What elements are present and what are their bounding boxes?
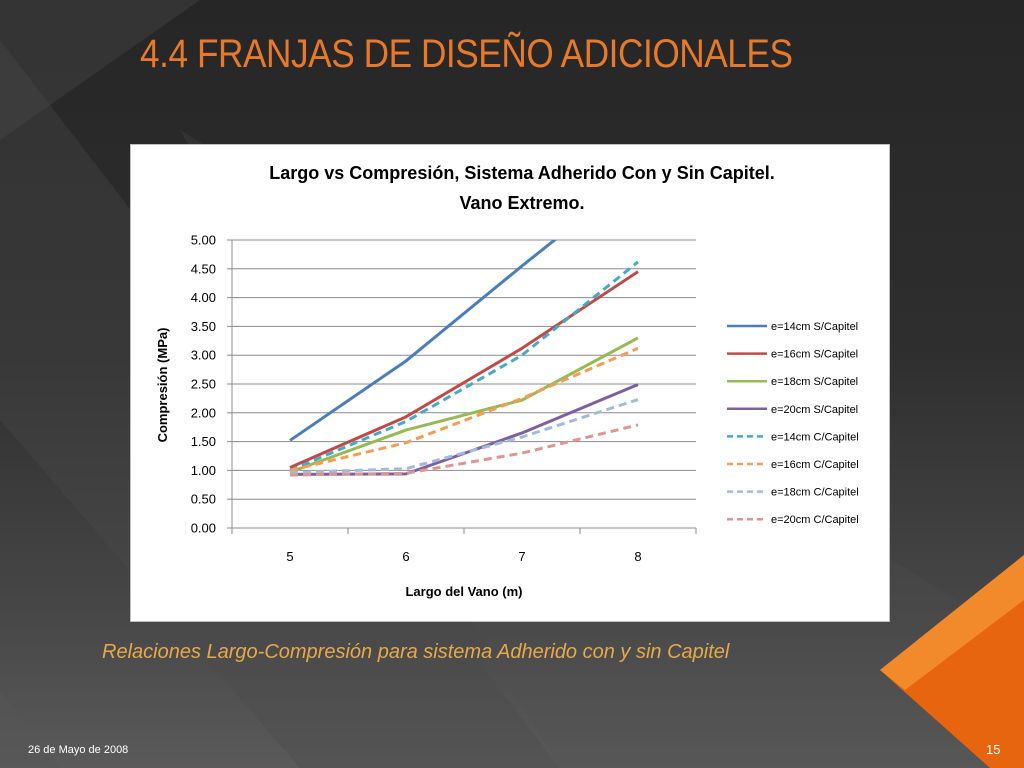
- axes: 0.00 0.50 1.00 1.50 2.00 2.50 3.00 3.50 4.00 4.50…: [191, 233, 697, 564]
- chart-title-line-2: Vano Extremo.: [459, 193, 584, 213]
- x-axis-label: Largo del Vano (m): [405, 584, 522, 599]
- series-line-7: [289, 398, 639, 475]
- x-tick-label: 5: [286, 549, 293, 564]
- y-tick-label: 3.00: [191, 348, 216, 363]
- legend-label: e=16cm S/Capitel: [771, 349, 858, 361]
- series-line-6: [289, 346, 639, 472]
- legend-label: e=20cm S/Capitel: [771, 404, 858, 416]
- y-tick-label: 0.50: [191, 492, 216, 507]
- y-axis-label: Compresión (MPa): [155, 328, 170, 443]
- series-line-3: [289, 336, 639, 474]
- x-tick-label: 7: [518, 549, 525, 564]
- series-line-2: [289, 270, 639, 469]
- legend-label: e=18cm S/Capitel: [771, 376, 858, 388]
- legend-label: e=18cm C/Capitel: [771, 487, 859, 499]
- legend: e=14cm S/Capitel e=16cm S/Capitel e=18cm S…: [727, 321, 859, 526]
- chart-container: Largo vs Compresión, Sistema Adherido Co…: [130, 144, 890, 622]
- y-tick-label: 0.00: [191, 521, 216, 536]
- y-tick-label: 4.00: [191, 290, 216, 305]
- chart-title-line-1: Largo vs Compresión, Sistema Adherido Co…: [269, 163, 774, 183]
- grid-lines: [232, 239, 696, 529]
- legend-label: e=14cm S/Capitel: [771, 321, 858, 333]
- y-tick-label: 3.50: [191, 319, 216, 334]
- series-lines: [289, 240, 639, 477]
- legend-label: e=14cm C/Capitel: [771, 431, 859, 443]
- x-tick-label: 6: [402, 549, 409, 564]
- series-line-4: [289, 383, 639, 476]
- x-tick-label: 8: [634, 549, 641, 564]
- series-line-8: [289, 423, 639, 477]
- slide-title: 4.4 FRANJAS DE DISEÑO ADICIONALES: [140, 32, 793, 76]
- series-line-1: [289, 240, 558, 442]
- y-tick-label: 5.00: [191, 233, 216, 248]
- line-chart: Largo vs Compresión, Sistema Adherido Co…: [155, 163, 859, 599]
- figure-caption: Relaciones Largo-Compresión para sistema…: [102, 641, 730, 663]
- y-tick-label: 4.50: [191, 261, 216, 276]
- slide-number: 15: [986, 742, 1001, 757]
- y-tick-label: 2.50: [191, 377, 216, 392]
- y-tick-label: 1.50: [191, 434, 216, 449]
- legend-label: e=16cm C/Capitel: [771, 459, 859, 471]
- footer-date: 26 de Mayo de 2008: [28, 744, 129, 756]
- y-tick-label: 1.00: [191, 463, 216, 478]
- y-tick-label: 2.00: [191, 405, 216, 420]
- legend-label: e=20cm C/Capitel: [771, 514, 859, 526]
